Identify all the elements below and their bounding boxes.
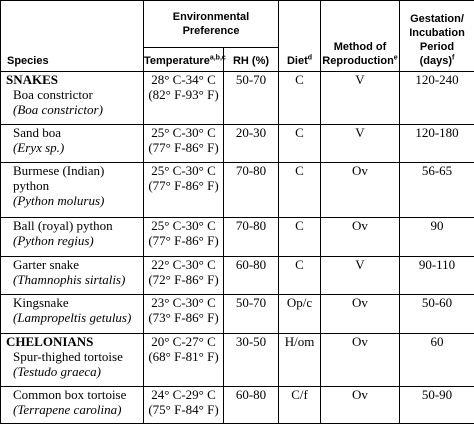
rh-cell: 50-70 (223, 71, 279, 125)
common-name: Garter snake (13, 256, 80, 272)
header-rh: RH (%) (223, 47, 279, 72)
period-cell: 120-240 (399, 71, 474, 125)
species-cell: Burmese (Indian) python (Python molurus) (0, 162, 144, 218)
table-row: Sand boa (Eryx sp.) 25° C-30° C (77° F-86… (0, 123, 474, 164)
scientific-name: (Python regius) (13, 232, 94, 248)
table-row: Common box tortoise (Terrapene carolina)… (0, 386, 474, 424)
rh-cell: 60-80 (223, 386, 279, 424)
group-label: CHELONIANS (6, 333, 94, 349)
header-species: Species (0, 0, 144, 72)
scientific-name: (Thamnophis sirtalis) (13, 271, 126, 287)
group-label: SNAKES (6, 72, 59, 87)
species-cell: Sand boa (Eryx sp.) (0, 123, 144, 164)
table-row: Ball (royal) python (Python regius) 25° … (0, 216, 474, 257)
table-row: Garter snake (Thamnophis sirtalis) 22° C… (0, 255, 474, 296)
common-name: Kingsnake (13, 295, 69, 311)
period-cell: 50-90 (399, 386, 474, 424)
rh-cell: 50-70 (223, 294, 279, 334)
table-row: Kingsnake (Lampropeltis getulus) 23° C-3… (0, 294, 474, 334)
method-cell: Ov (320, 216, 400, 257)
species-cell: Ball (royal) python (Python regius) (0, 216, 144, 257)
method-cell: V (320, 71, 400, 125)
temperature-cell: 20° C-27° C (68° F-81° F) (143, 332, 224, 388)
common-name: Ball (royal) python (13, 217, 113, 233)
header-gestation-period: Gestation/ Incubation Period (days)f (399, 0, 474, 72)
temperature-cell: 25° C-30° C (77° F-86° F) (143, 123, 224, 164)
common-name: Burmese (Indian) (13, 163, 105, 179)
diet-cell: C (278, 123, 321, 164)
common-name: Spur-thighed tortoise (13, 348, 123, 364)
common-name: Common box tortoise (13, 387, 127, 403)
diet-cell: C (278, 71, 321, 125)
rh-cell: 70-80 (223, 162, 279, 218)
table-row: SNAKES Boa constrictor (Boa constrictor)… (0, 71, 474, 125)
table-row: Burmese (Indian) python (Python molurus)… (0, 162, 474, 218)
rh-cell: 70-80 (223, 216, 279, 257)
diet-cell: C/f (278, 386, 321, 424)
species-cell: Kingsnake (Lampropeltis getulus) (0, 294, 144, 334)
species-cell: CHELONIANS Spur-thighed tortoise (Testud… (0, 332, 144, 388)
diet-cell: H/om (278, 332, 321, 388)
method-cell: Ov (320, 386, 400, 424)
header-temperature: Temperaturea,b,c (143, 47, 226, 72)
method-cell: V (320, 123, 400, 164)
common-name: Sand boa (13, 124, 62, 140)
species-cell: SNAKES Boa constrictor (Boa constrictor) (0, 71, 144, 125)
method-cell: Ov (320, 294, 400, 334)
temperature-cell: 23° C-30° C (73° F-86° F) (143, 294, 224, 334)
period-cell: 120-180 (399, 123, 474, 164)
temperature-cell: 25° C-30° C (77° F-86° F) (143, 216, 224, 257)
temperature-cell: 22° C-30° C (72° F-86° F) (143, 255, 224, 296)
rh-cell: 60-80 (223, 255, 279, 296)
method-cell: Ov (320, 162, 400, 218)
rh-cell: 20-30 (223, 123, 279, 164)
diet-cell: C (278, 255, 321, 296)
common-name-continued: python (13, 178, 50, 194)
scientific-name: (Boa constrictor) (13, 102, 103, 117)
period-cell: 90-110 (399, 255, 474, 296)
rh-cell: 30-50 (223, 332, 279, 388)
header-method-of-reproduction: Method of Reproductione (320, 0, 400, 72)
period-cell: 60 (399, 332, 474, 388)
table-row: CHELONIANS Spur-thighed tortoise (Testud… (0, 332, 474, 388)
method-cell: V (320, 255, 400, 296)
period-cell: 56-65 (399, 162, 474, 218)
diet-cell: Op/c (278, 294, 321, 334)
scientific-name: (Eryx sp.) (13, 139, 65, 155)
diet-cell: C (278, 162, 321, 218)
period-cell: 90 (399, 216, 474, 257)
header-diet: Dietd (278, 0, 321, 72)
scientific-name: (Lampropeltis getulus) (13, 310, 132, 326)
scientific-name: (Testudo graeca) (13, 363, 101, 379)
period-cell: 50-60 (399, 294, 474, 334)
scientific-name: (Python molurus) (13, 193, 105, 209)
temperature-cell: 25° C-30° C (77° F-86° F) (143, 162, 224, 218)
scientific-name: (Terrapene carolina) (13, 402, 122, 418)
species-cell: Garter snake (Thamnophis sirtalis) (0, 255, 144, 296)
common-name: Boa constrictor (13, 87, 93, 102)
temperature-cell: 24° C-29° C (75° F-84° F) (143, 386, 224, 424)
temperature-cell: 28° C-34° C (82° F-93° F) (143, 71, 224, 125)
diet-cell: C (278, 216, 321, 257)
header-environmental-preference: Environmental Preference (143, 0, 279, 48)
species-cell: Common box tortoise (Terrapene carolina) (0, 386, 144, 424)
method-cell: Ov (320, 332, 400, 388)
